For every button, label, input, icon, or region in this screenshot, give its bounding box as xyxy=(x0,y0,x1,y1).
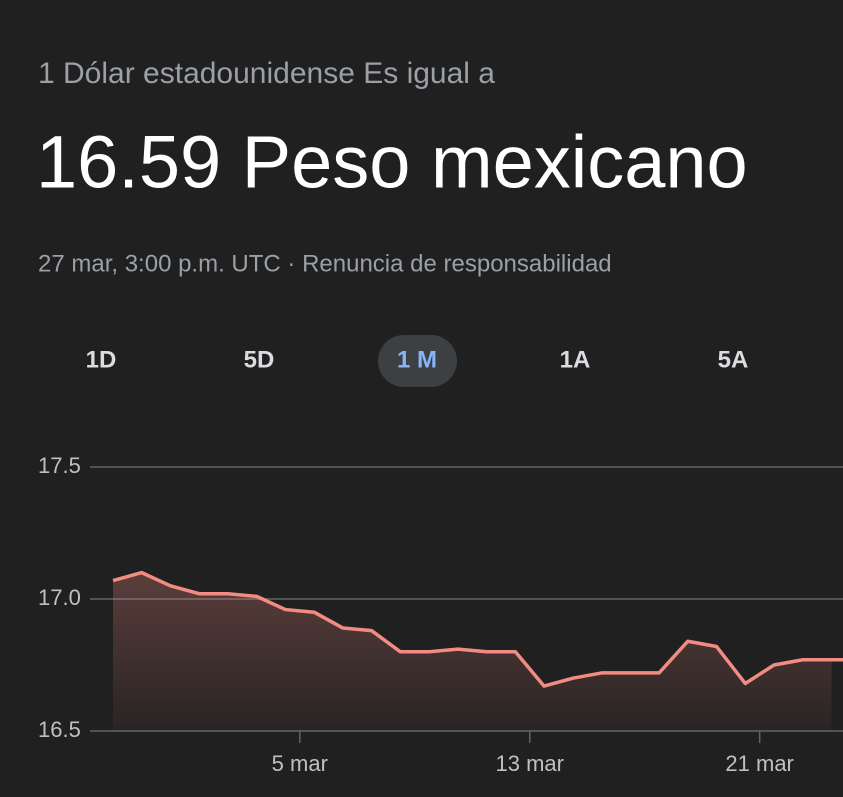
chart: 16.5 17.0 17.5 5 mar 13 mar 21 mar xyxy=(38,453,843,776)
line xyxy=(112,570,843,688)
range-tab[interactable]: 1 M xyxy=(397,346,437,373)
range-tab[interactable]: 1D xyxy=(86,346,117,373)
y-tick-label: 17.0 xyxy=(38,585,81,610)
subtitle: 1 Dólar estadounidense Es igual a xyxy=(38,57,495,90)
x-tick-label: 5 mar xyxy=(272,751,328,776)
exchange-value: 16.59 Peso mexicano xyxy=(36,121,748,204)
range-tab[interactable]: 5A xyxy=(718,346,749,373)
range-tab[interactable]: 5D xyxy=(244,346,275,373)
range-tab[interactable]: 1A xyxy=(560,346,591,373)
y-tick-label: 17.5 xyxy=(38,453,81,478)
x-tick-label: 21 mar xyxy=(725,751,793,776)
selected-tab-pill xyxy=(378,335,457,387)
y-tick-label: 16.5 xyxy=(38,717,81,742)
timestamp: 27 mar, 3:00 p.m. UTC · Renuncia de resp… xyxy=(38,250,612,277)
range-tabs: 1D 5D 1 M 1A 5A xyxy=(86,346,749,373)
x-tick-label: 13 mar xyxy=(495,751,563,776)
